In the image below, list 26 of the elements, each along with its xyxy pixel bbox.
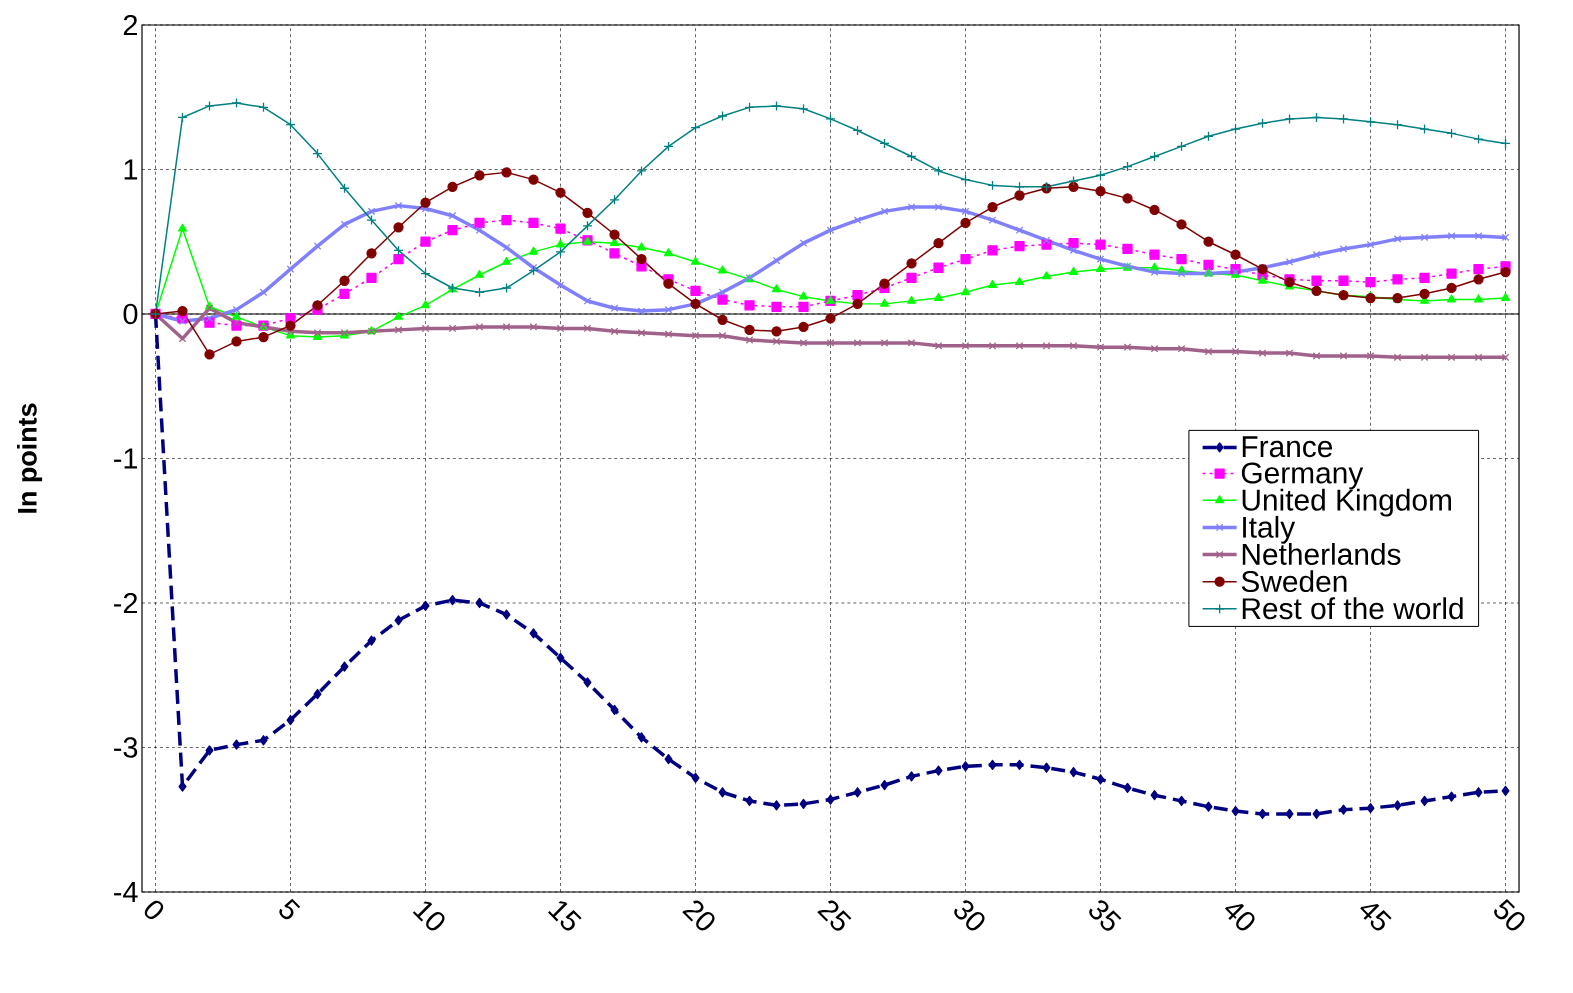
x-tick-label: 15 <box>548 901 582 931</box>
y-tick-label: -3 <box>114 737 138 758</box>
legend-label: United Kingdom <box>1242 488 1451 517</box>
y-tick-label: -4 <box>114 882 138 902</box>
y-tick-label: -2 <box>114 592 138 614</box>
y-tick-label: 0 <box>123 303 138 325</box>
x-tick-label: 20 <box>682 900 715 931</box>
y-tick-label: -1 <box>114 448 138 469</box>
x-tick-label: 25 <box>817 900 852 931</box>
x-tick-label: 30 <box>954 900 985 931</box>
legend-label: Sweden <box>1241 570 1347 593</box>
y-tick-label: 1 <box>124 159 138 180</box>
x-tick-label: 35 <box>1089 900 1122 931</box>
legend-label: Netherlands <box>1242 543 1401 565</box>
y-tick-label: 2 <box>123 14 138 36</box>
legend-label: Rest of the world <box>1242 597 1463 620</box>
x-tick-label: 10 <box>412 901 445 931</box>
y-axis-title: In points <box>17 403 43 513</box>
x-tick-label: 0 <box>144 900 164 920</box>
x-tick-label: 5 <box>279 898 301 920</box>
legend-label: Italy <box>1243 515 1296 544</box>
legend-label: Germany <box>1241 462 1364 490</box>
x-tick-label: 50 <box>1494 898 1525 931</box>
x-tick-label: 45 <box>1360 903 1392 931</box>
x-tick-label: 40 <box>1224 904 1255 931</box>
legend-label: France <box>1242 436 1333 458</box>
